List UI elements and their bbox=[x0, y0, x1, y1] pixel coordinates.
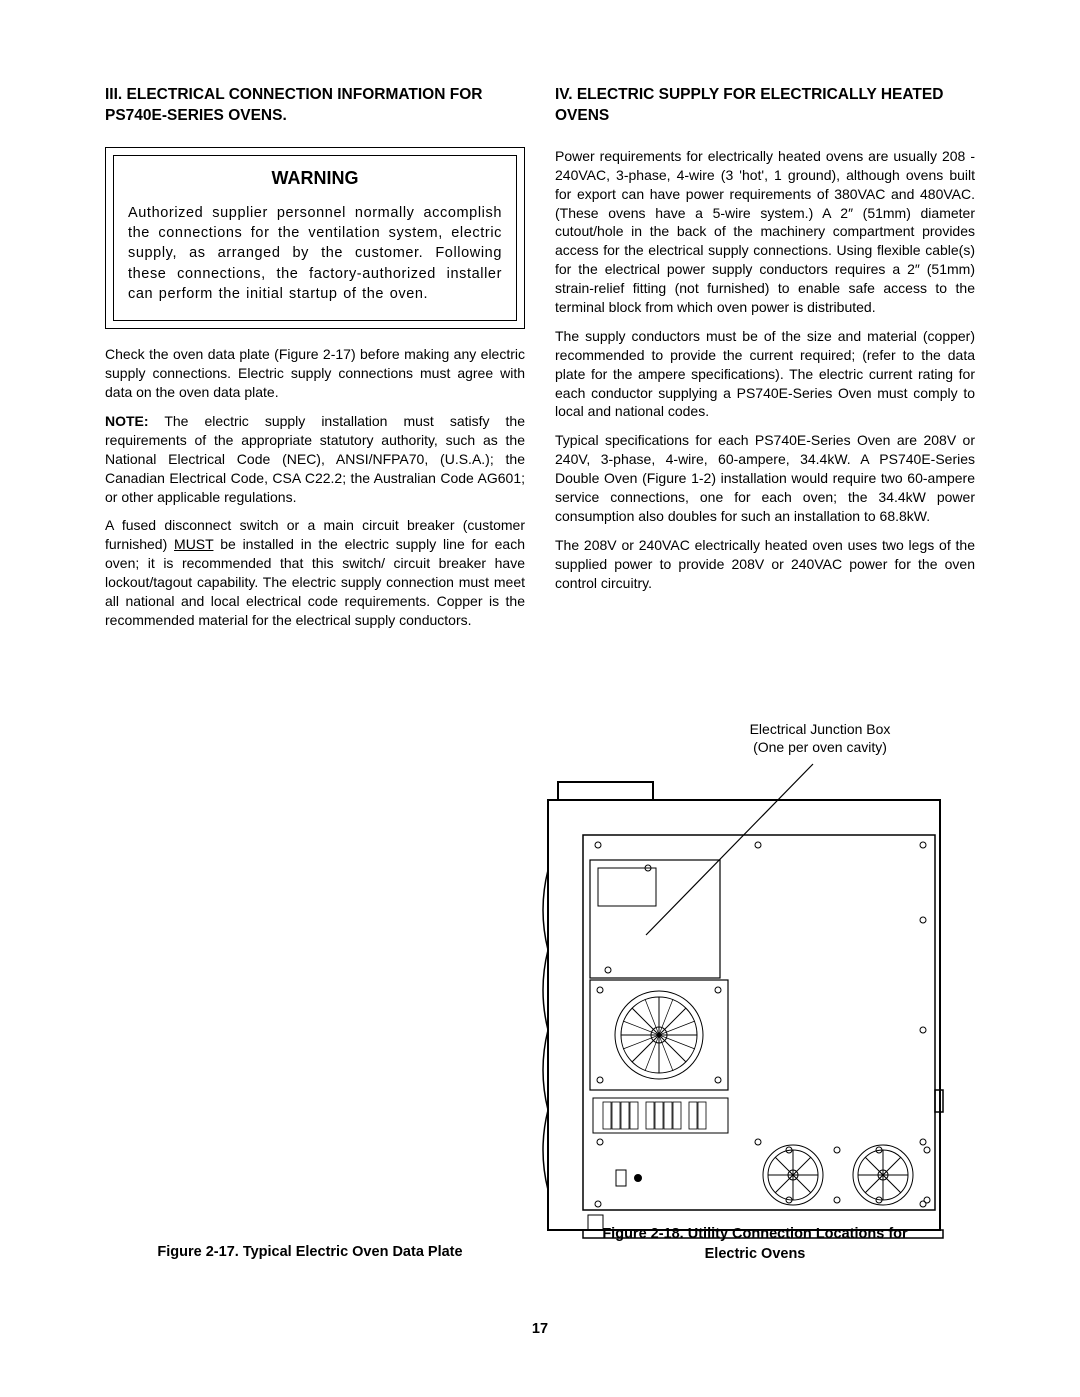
section-3-heading: III. ELECTRICAL CONNECTION INFORMATION F… bbox=[105, 85, 525, 127]
page-content: III. ELECTRICAL CONNECTION INFORMATION F… bbox=[0, 0, 1080, 680]
right-para-1: Power requirements for electrically heat… bbox=[555, 147, 975, 317]
figure-2-17-caption: Figure 2-17. Typical Electric Oven Data … bbox=[105, 1243, 515, 1263]
right-para-3: Typical specifications for each PS740E-S… bbox=[555, 431, 975, 525]
junction-box-label: Electrical Junction Box (One per oven ca… bbox=[720, 720, 920, 756]
left-para-note: NOTE: The electric supply installation m… bbox=[105, 412, 525, 506]
jbox-line2: (One per oven cavity) bbox=[753, 739, 887, 755]
warning-box: WARNING Authorized supplier personnel no… bbox=[105, 147, 525, 329]
warning-title: WARNING bbox=[128, 168, 502, 189]
note-label: NOTE: bbox=[105, 413, 149, 429]
oven-diagram: Electrical Junction Box (One per oven ca… bbox=[528, 720, 980, 1240]
left-para-1: Check the oven data plate (Figure 2-17) … bbox=[105, 345, 525, 402]
fig218-line2: Electric Ovens bbox=[705, 1246, 806, 1262]
left-column: III. ELECTRICAL CONNECTION INFORMATION F… bbox=[105, 85, 525, 640]
must-underline: MUST bbox=[174, 536, 213, 552]
right-para-4: The 208V or 240VAC electrically heated o… bbox=[555, 536, 975, 593]
page-number: 17 bbox=[0, 1321, 1080, 1337]
warning-body: Authorized supplier personnel normally a… bbox=[128, 203, 502, 304]
warning-box-inner: WARNING Authorized supplier personnel no… bbox=[113, 155, 517, 321]
left-para-3: A fused disconnect switch or a main circ… bbox=[105, 516, 525, 629]
figure-2-18-caption: Figure 2-18. Utility Connection Location… bbox=[545, 1225, 965, 1264]
note-text: The electric supply installation must sa… bbox=[105, 413, 525, 505]
fig218-line1: Figure 2-18. Utility Connection Location… bbox=[602, 1226, 907, 1242]
jbox-line1: Electrical Junction Box bbox=[750, 721, 891, 737]
right-column: IV. ELECTRIC SUPPLY FOR ELECTRICALLY HEA… bbox=[555, 85, 975, 640]
right-para-2: The supply conductors must be of the siz… bbox=[555, 327, 975, 421]
oven-svg bbox=[528, 720, 980, 1240]
section-4-heading: IV. ELECTRIC SUPPLY FOR ELECTRICALLY HEA… bbox=[555, 85, 975, 127]
